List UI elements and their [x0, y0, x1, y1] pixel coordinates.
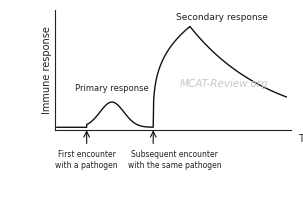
Text: First encounter
with a pathogen: First encounter with a pathogen — [55, 150, 118, 170]
Text: MCAT-Review.org: MCAT-Review.org — [180, 79, 269, 89]
Text: Secondary response: Secondary response — [176, 13, 268, 22]
Text: Time: Time — [298, 134, 303, 144]
Text: Primary response: Primary response — [75, 84, 149, 93]
Y-axis label: Immune response: Immune response — [42, 26, 52, 114]
Text: Subsequent encounter
with the same pathogen: Subsequent encounter with the same patho… — [128, 150, 221, 170]
